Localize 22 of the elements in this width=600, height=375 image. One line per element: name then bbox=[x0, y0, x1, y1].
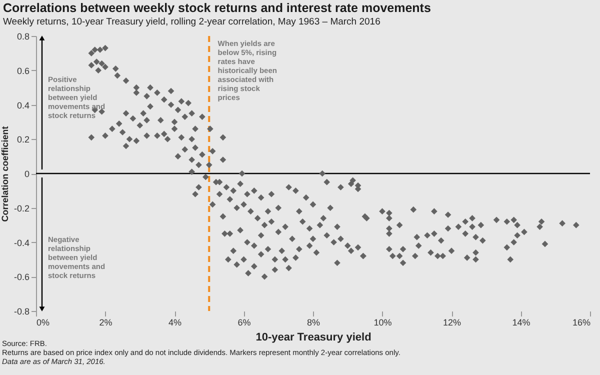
x-tick-label: 16% bbox=[572, 318, 590, 328]
y-tick-label: 0.4 bbox=[16, 100, 30, 110]
y-tick-label: -0.8 bbox=[14, 306, 30, 316]
y-axis-title: Correlation coefficient bbox=[0, 126, 10, 222]
x-tick-label: 0% bbox=[36, 318, 50, 328]
x-tick-label: 12% bbox=[442, 318, 462, 328]
y-tick-label: 0.2 bbox=[16, 134, 30, 145]
y-tick-label: 0 bbox=[24, 169, 30, 179]
x-tick-label: 2% bbox=[99, 318, 112, 328]
chart-title: Correlations between weekly stock returns and interest rate movements bbox=[3, 1, 431, 15]
x-tick-label: 10% bbox=[374, 318, 392, 328]
x-tick-label: 8% bbox=[306, 318, 320, 328]
y-tick-label: -0.2 bbox=[14, 203, 30, 214]
x-axis-title: 10-year Treasury yield bbox=[256, 332, 372, 344]
x-tick-label: 6% bbox=[238, 318, 251, 328]
x-tick-label: 4% bbox=[168, 318, 182, 328]
y-tick-label: 0.8 bbox=[16, 32, 30, 42]
x-tick-label: 14% bbox=[512, 318, 530, 328]
y-tick-label: -0.4 bbox=[14, 238, 30, 248]
y-tick-label: 0.6 bbox=[16, 66, 30, 76]
chart-subtitle: Weekly returns, 10-year Treasury yield, rolling 2-year correlation, May 1963 – March 2016 bbox=[3, 16, 380, 28]
y-tick-label: -0.6 bbox=[14, 272, 30, 282]
